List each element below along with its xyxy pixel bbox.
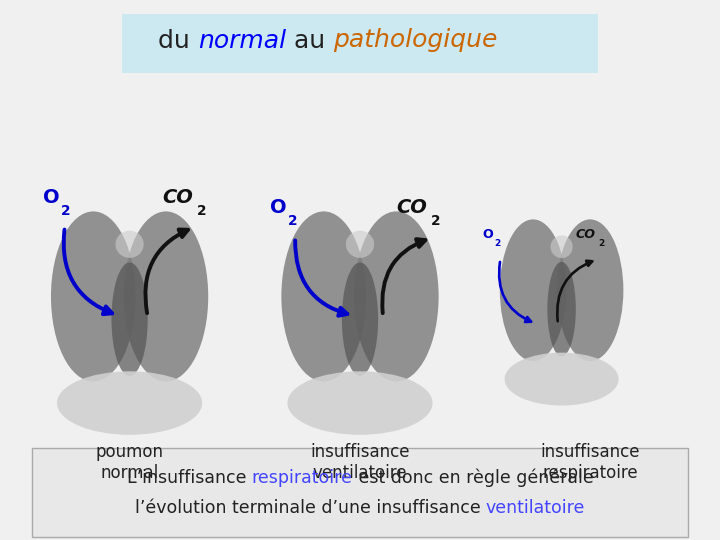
Text: normal: normal (198, 29, 287, 52)
Text: ventilatoire: ventilatoire (486, 498, 585, 517)
Text: CO: CO (396, 198, 427, 218)
Ellipse shape (342, 262, 378, 376)
Text: respiratoire: respiratoire (252, 469, 353, 487)
Text: CO: CO (162, 187, 193, 207)
Ellipse shape (557, 219, 624, 361)
Ellipse shape (124, 211, 208, 381)
Ellipse shape (51, 211, 135, 381)
Ellipse shape (282, 211, 366, 381)
Ellipse shape (112, 262, 148, 376)
Ellipse shape (115, 231, 144, 258)
Text: insuffisance
respiratoire: insuffisance respiratoire (541, 443, 640, 482)
Ellipse shape (57, 372, 202, 435)
Ellipse shape (500, 219, 567, 361)
Text: O: O (43, 187, 60, 207)
Text: au: au (287, 29, 333, 52)
Ellipse shape (547, 262, 576, 356)
Text: O: O (270, 198, 287, 218)
Text: CO: CO (576, 228, 596, 241)
Text: 2: 2 (288, 214, 297, 228)
Ellipse shape (346, 231, 374, 258)
Text: L’insuffisance: L’insuffisance (127, 469, 252, 487)
Text: pathologique: pathologique (333, 29, 498, 52)
Text: du: du (158, 29, 198, 52)
Text: est donc en règle générale: est donc en règle générale (353, 469, 593, 487)
Text: 2: 2 (598, 239, 605, 248)
Ellipse shape (505, 353, 618, 406)
FancyBboxPatch shape (32, 448, 688, 537)
Ellipse shape (354, 211, 438, 381)
Text: 2: 2 (61, 204, 71, 218)
Text: 2: 2 (431, 214, 440, 228)
Text: 2: 2 (494, 239, 500, 248)
Ellipse shape (287, 372, 433, 435)
FancyBboxPatch shape (122, 14, 598, 73)
Text: poumon
normal: poumon normal (96, 443, 163, 482)
Text: 2: 2 (197, 204, 206, 218)
Text: O: O (482, 228, 493, 241)
Ellipse shape (551, 235, 572, 258)
Text: insuffisance
ventilatoire: insuffisance ventilatoire (310, 443, 410, 482)
Text: l’évolution terminale d’une insuffisance: l’évolution terminale d’une insuffisance (135, 498, 486, 517)
